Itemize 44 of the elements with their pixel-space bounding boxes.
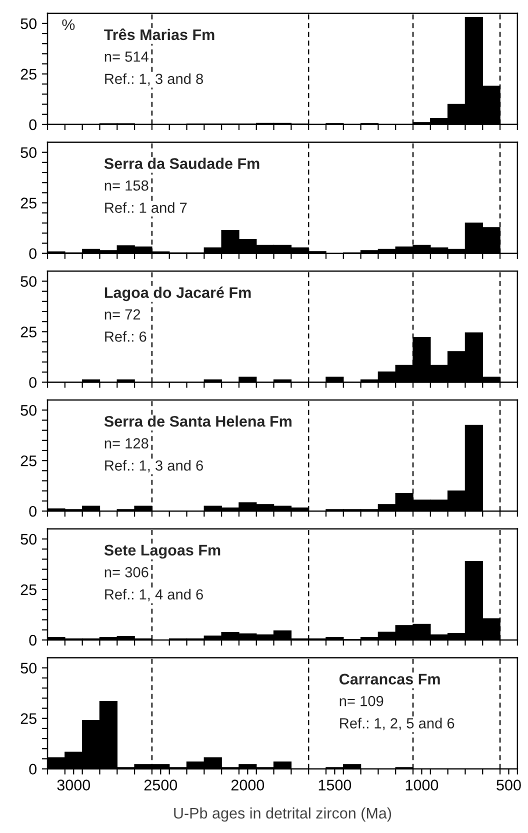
annotation: n= 514 xyxy=(104,52,148,62)
y-tick-label: 50 xyxy=(20,18,37,30)
annotation: Carrancas Fm xyxy=(340,674,440,685)
annotation: Sete Lagoas Fm xyxy=(104,544,220,559)
annotation: Serra de Santa Helena Fm xyxy=(104,416,292,427)
y-tick-label: 0 xyxy=(29,764,37,775)
y-tick-label: 50 xyxy=(20,404,37,416)
y-tick-label: 50 xyxy=(20,147,37,158)
annotation: n= 72 xyxy=(104,309,140,320)
y-tick-label: 0 xyxy=(29,377,37,388)
y-tick-label: 50 xyxy=(20,276,37,287)
y-tick-label: 25 xyxy=(20,455,36,466)
x-tick-label: 1500 xyxy=(318,780,352,790)
y-tick-label: 25 xyxy=(20,198,36,209)
y-tick-label: 0 xyxy=(29,634,37,646)
annotation: Ref.: 1, 3 and 6 xyxy=(105,460,203,472)
annotation: Serra da Saudade Fm xyxy=(104,158,260,169)
annotation: Três Marias Fm xyxy=(104,28,214,40)
y-axis-title: % xyxy=(62,19,75,30)
y-tick-label: 25 xyxy=(20,584,36,596)
y-tick-label: 25 xyxy=(20,713,36,724)
y-tick-label: 0 xyxy=(29,506,37,517)
annotation: n= 158 xyxy=(104,180,148,191)
annotation: Ref.: 1, 2, 5 and 6 xyxy=(340,718,454,730)
y-tick-label: 25 xyxy=(20,326,36,338)
x-tick-label: 500 xyxy=(496,780,521,790)
y-tick-label: 50 xyxy=(20,534,37,545)
annotation: Ref.: 1, 4 and 6 xyxy=(105,588,203,602)
y-tick-label: 25 xyxy=(20,68,36,80)
annotation: n= 109 xyxy=(340,696,384,706)
x-tick-label: 3000 xyxy=(57,780,90,790)
annotation: Ref.: 1 and 7 xyxy=(105,202,187,213)
annotation: Ref.: 1, 3 and 8 xyxy=(105,73,203,86)
annotation: Ref.: 6 xyxy=(105,331,146,342)
y-tick-label: 0 xyxy=(29,119,37,130)
x-tick-label: 1000 xyxy=(406,780,438,790)
x-axis-title: U-Pb ages in detrital zircon (Ma) xyxy=(174,807,392,822)
annotation: n= 306 xyxy=(104,567,148,578)
x-tick-label: 2500 xyxy=(144,780,178,790)
y-tick-label: 50 xyxy=(20,662,37,674)
y-tick-label: 0 xyxy=(29,248,37,260)
annotation: Lagoa do Jacaré Fm xyxy=(104,286,251,302)
annotation: n= 128 xyxy=(104,438,148,448)
x-tick-label: 2000 xyxy=(231,780,264,790)
